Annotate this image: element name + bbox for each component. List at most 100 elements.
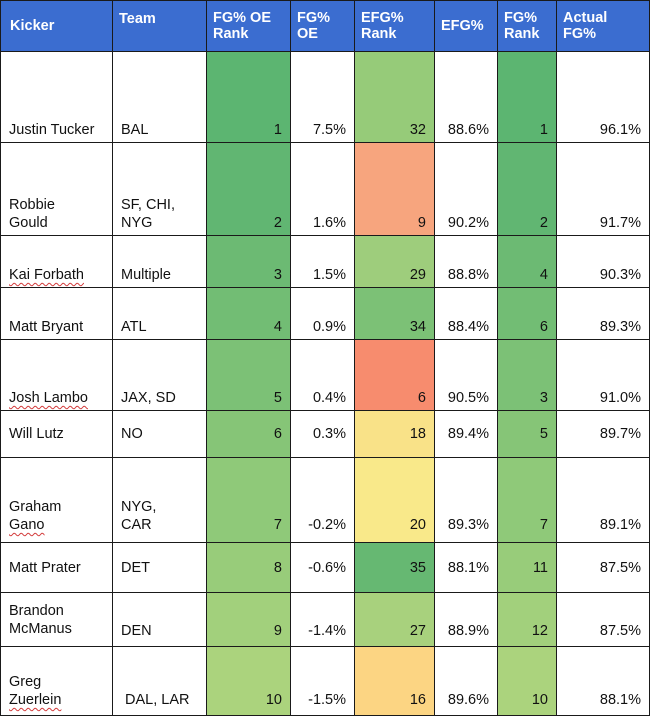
- team-cell: Multiple: [112, 235, 207, 288]
- efg-rank-value: 20: [409, 517, 426, 533]
- fgoe-rank-value: 6: [273, 426, 282, 442]
- kicker-name: Josh Lambo: [9, 390, 88, 406]
- fgoe-value: 1.5%: [312, 267, 346, 283]
- kicker-name-line2: Zuerlein: [9, 692, 62, 708]
- efg-cell: 90.5%: [434, 339, 498, 411]
- fg-rank-value: 7: [539, 517, 548, 533]
- fg-rank-cell: 6: [497, 287, 557, 340]
- kicker-name-cell: Josh Lambo: [0, 339, 113, 411]
- efg-rank-cell: 34: [354, 287, 435, 340]
- actual-fg-cell: 89.3%: [556, 287, 650, 340]
- table-row: Will Lutz NO 6 0.3% 18 89.4% 5 89.7%: [0, 410, 650, 458]
- header-fgoe-line1: FG%: [297, 10, 331, 26]
- actual-fg-value: 87.5%: [599, 559, 641, 576]
- fg-rank-cell: 1: [497, 51, 557, 143]
- actual-fg-cell: 89.1%: [556, 457, 650, 543]
- fgoe-rank-cell: 5: [206, 339, 291, 411]
- efg-rank-cell: 35: [354, 542, 435, 593]
- efg-rank-cell: 29: [354, 235, 435, 288]
- efg-cell: 88.4%: [434, 287, 498, 340]
- fg-rank-cell: 4: [497, 235, 557, 288]
- team-name: DEN: [121, 623, 152, 639]
- efg-rank-cell: 9: [354, 142, 435, 236]
- actual-fg-value: 89.1%: [599, 517, 641, 533]
- actual-fg-value: 89.3%: [599, 319, 641, 335]
- actual-fg-cell: 88.1%: [556, 646, 650, 716]
- actual-fg-value: 91.7%: [599, 215, 641, 231]
- header-fg-rank-line1: FG%: [504, 10, 538, 26]
- fgoe-rank-value: 1: [273, 122, 282, 138]
- actual-fg-cell: 91.0%: [556, 339, 650, 411]
- team-cell: DET: [112, 542, 207, 593]
- actual-fg-cell: 89.7%: [556, 410, 650, 458]
- efg-value: 90.5%: [447, 390, 489, 406]
- kicker-name-cell: Robbie Gould: [0, 142, 113, 236]
- kicker-name: Justin Tucker: [9, 122, 95, 138]
- header-efg-label: EFG%: [441, 18, 484, 34]
- efg-cell: 88.6%: [434, 51, 498, 143]
- fgoe-rank-cell: 8: [206, 542, 291, 593]
- fgoe-rank-value: 2: [273, 215, 282, 231]
- efg-rank-cell: 18: [354, 410, 435, 458]
- header-fgoe-rank-line2: Rank: [213, 26, 249, 42]
- efg-value: 89.6%: [447, 692, 489, 708]
- actual-fg-value: 88.1%: [599, 692, 641, 708]
- fgoe-rank-cell: 4: [206, 287, 291, 340]
- actual-fg-cell: 96.1%: [556, 51, 650, 143]
- fg-rank-value: 3: [539, 390, 548, 406]
- table-row: Justin Tucker BAL 1 7.5% 32 88.6% 1 96.1…: [0, 51, 650, 143]
- kicker-name: Matt Bryant: [9, 319, 84, 335]
- fgoe-value: 0.9%: [312, 319, 346, 335]
- team-name: ATL: [121, 319, 147, 335]
- efg-rank-cell: 20: [354, 457, 435, 543]
- efg-rank-value: 6: [417, 390, 426, 406]
- kicker-name: Matt Prater: [9, 559, 81, 576]
- fgoe-rank-value: 8: [273, 559, 282, 576]
- kicker-name-cell: Greg Zuerlein: [0, 646, 113, 716]
- fgoe-cell: 1.5%: [290, 235, 355, 288]
- efg-cell: 88.9%: [434, 592, 498, 647]
- efg-value: 88.6%: [447, 122, 489, 138]
- team-name-line2: CAR: [121, 517, 152, 533]
- fgoe-rank-cell: 10: [206, 646, 291, 716]
- kicker-name-line2: Gould: [9, 215, 48, 231]
- efg-value: 88.4%: [447, 319, 489, 335]
- fgoe-cell: 0.3%: [290, 410, 355, 458]
- header-kicker-label: Kicker: [10, 18, 55, 34]
- header-efg-rank: EFG% Rank: [354, 0, 435, 52]
- header-fg-rank: FG% Rank: [497, 0, 557, 52]
- efg-cell: 89.6%: [434, 646, 498, 716]
- fgoe-rank-cell: 1: [206, 51, 291, 143]
- table-body: Justin Tucker BAL 1 7.5% 32 88.6% 1 96.1…: [0, 51, 650, 716]
- fg-rank-value: 5: [539, 426, 548, 442]
- header-actual-fg-line1: Actual: [563, 10, 608, 26]
- fgoe-value: 1.6%: [312, 215, 346, 231]
- header-kicker: Kicker: [0, 0, 113, 52]
- team-name-line1: NYG,: [121, 499, 157, 515]
- fgoe-value: -0.2%: [308, 517, 346, 533]
- header-fgoe-line2: OE: [297, 26, 318, 42]
- fg-rank-value: 10: [531, 692, 548, 708]
- fgoe-rank-value: 5: [273, 390, 282, 406]
- fg-rank-value: 4: [539, 267, 548, 283]
- header-efg-rank-line2: Rank: [361, 26, 397, 42]
- fgoe-rank-cell: 9: [206, 592, 291, 647]
- header-team-label: Team: [119, 11, 156, 27]
- fgoe-value: 0.3%: [312, 426, 346, 442]
- fg-rank-value: 1: [539, 122, 548, 138]
- team-cell: DEN: [112, 592, 207, 647]
- fgoe-rank-value: 3: [273, 267, 282, 283]
- fgoe-rank-cell: 3: [206, 235, 291, 288]
- fgoe-rank-value: 10: [265, 692, 282, 708]
- efg-rank-cell: 32: [354, 51, 435, 143]
- fgoe-cell: 1.6%: [290, 142, 355, 236]
- fgoe-cell: -0.6%: [290, 542, 355, 593]
- table-row: Matt Prater DET 8 -0.6% 35 88.1% 11 87.5…: [0, 542, 650, 593]
- fgoe-rank-cell: 2: [206, 142, 291, 236]
- team-name: DET: [121, 559, 150, 576]
- header-actual-fg-line2: FG%: [563, 26, 597, 42]
- team-name: JAX, SD: [121, 390, 176, 406]
- efg-rank-value: 18: [409, 426, 426, 442]
- actual-fg-cell: 87.5%: [556, 592, 650, 647]
